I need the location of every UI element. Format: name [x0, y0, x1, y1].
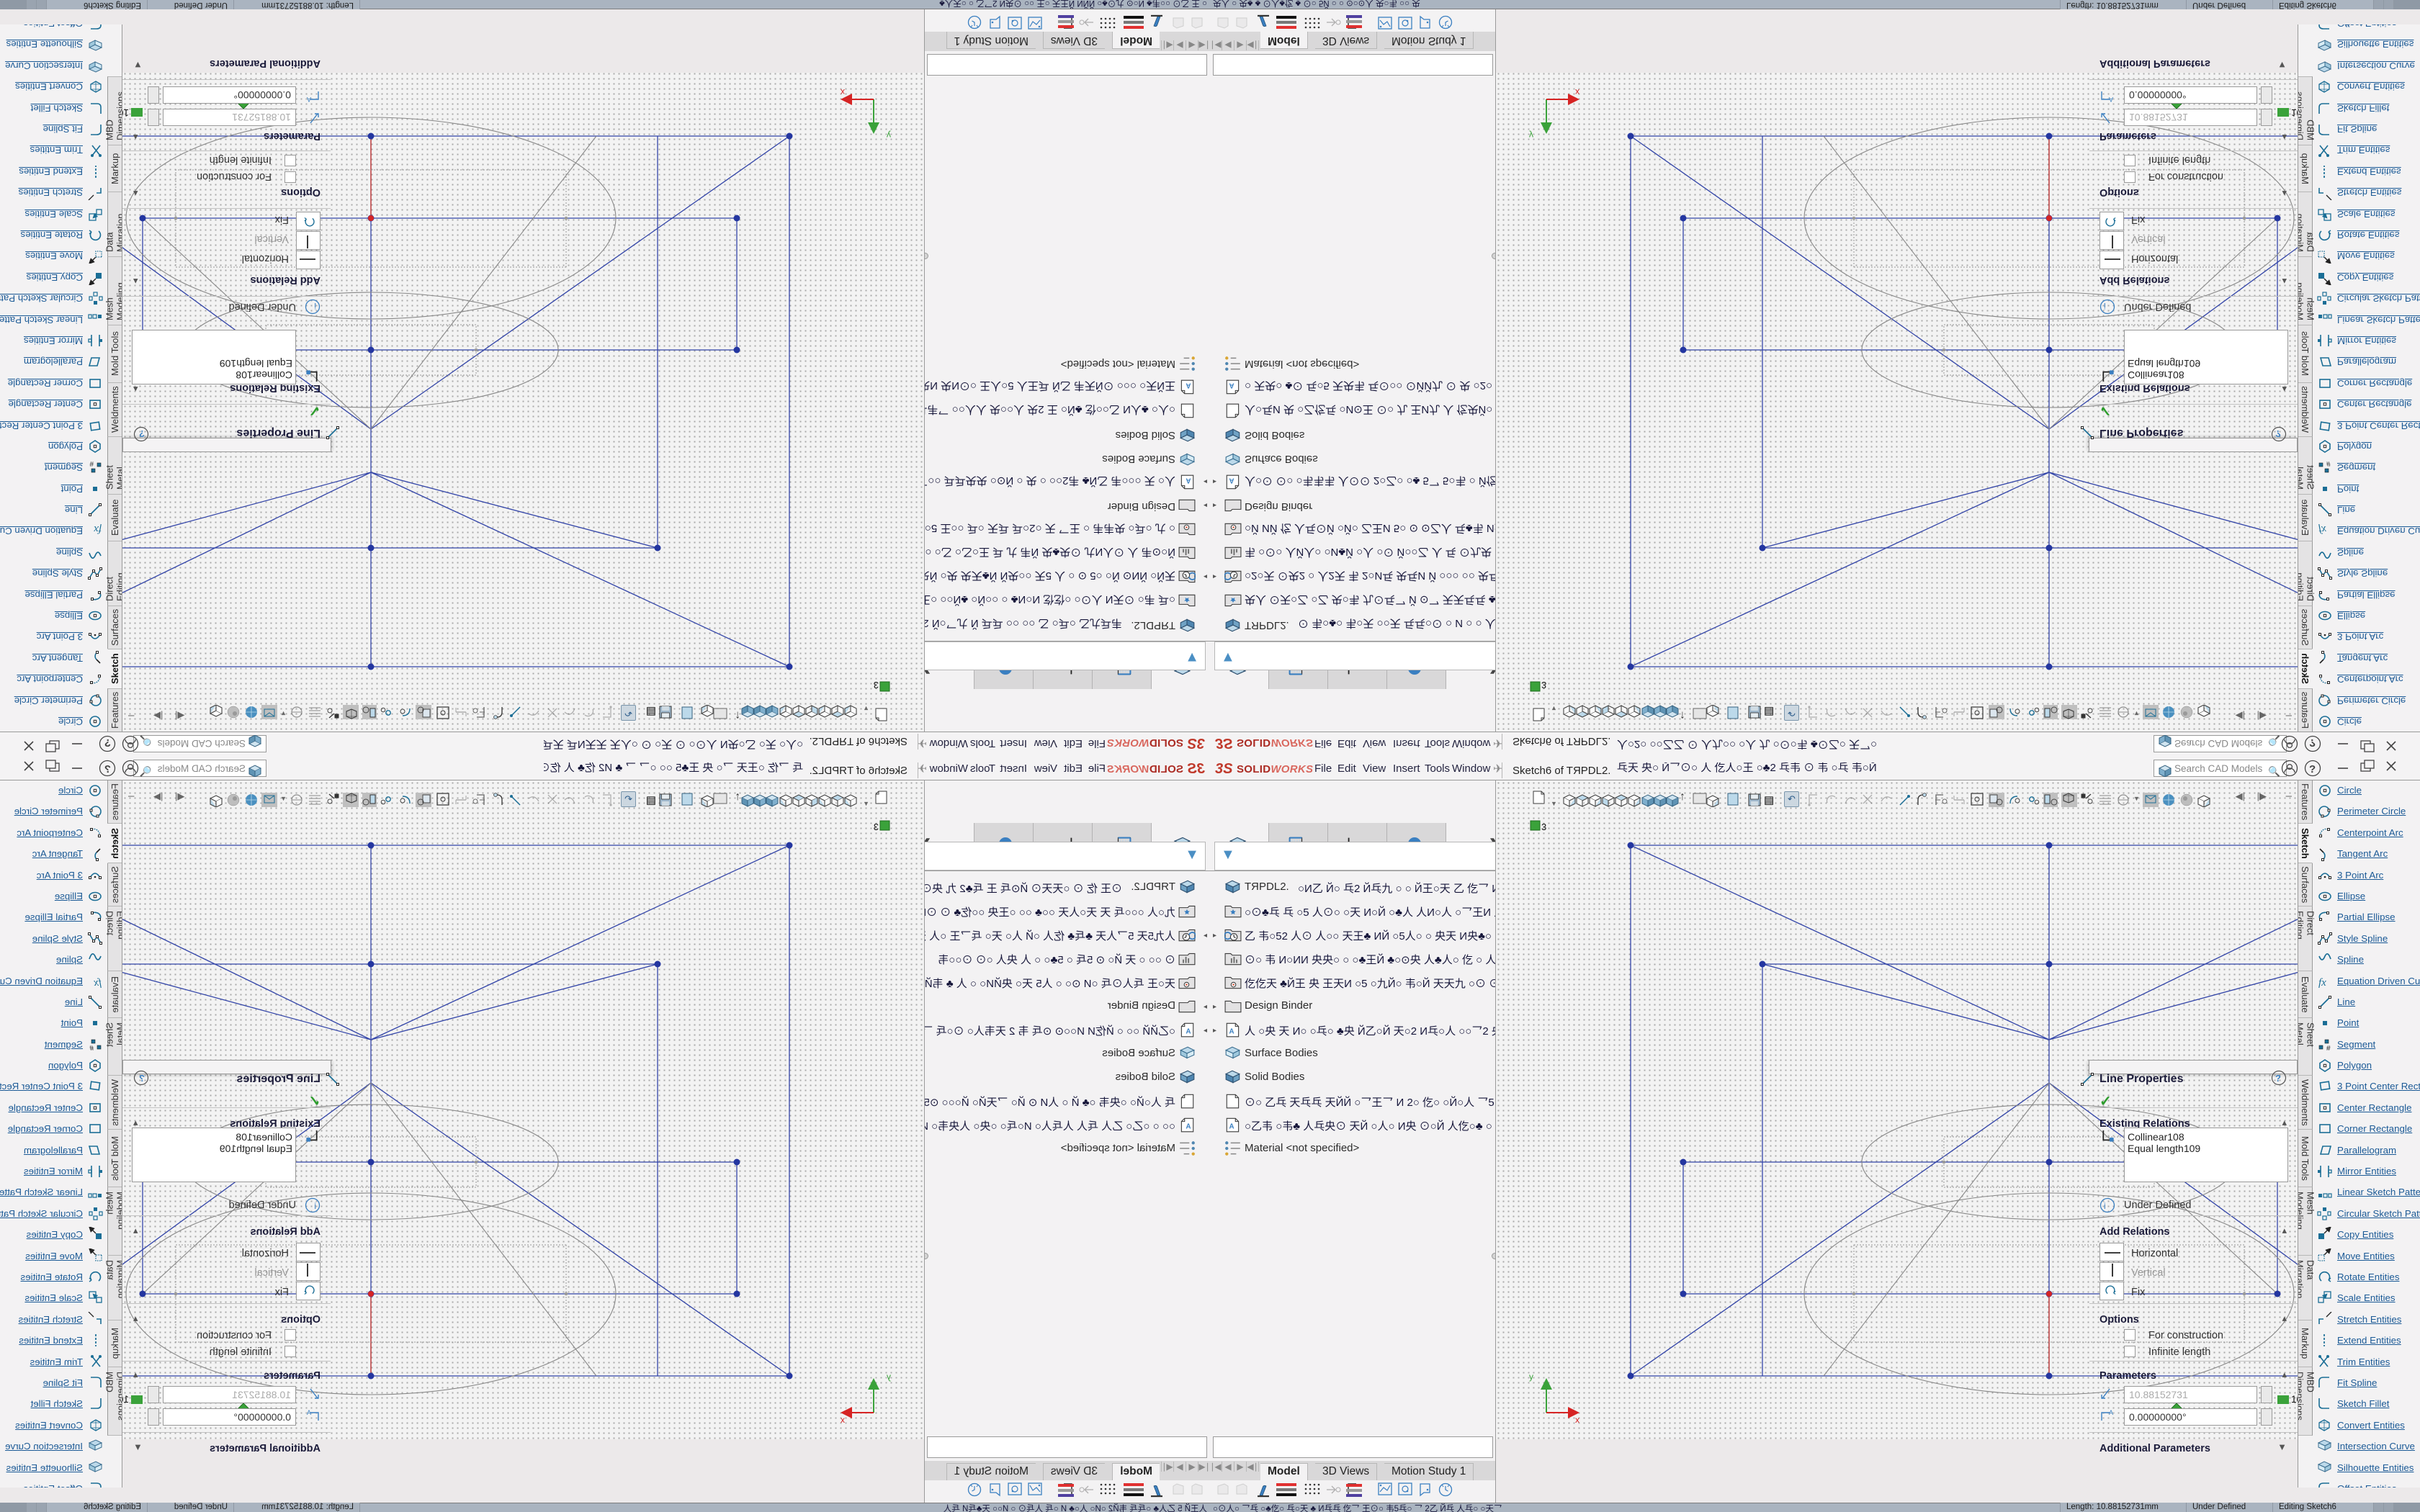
- svg-text:?: ?: [2309, 737, 2316, 749]
- svg-text:?: ?: [104, 737, 111, 749]
- svg-text:?: ?: [2275, 1073, 2281, 1084]
- svg-text:3S: 3S: [1215, 735, 1233, 751]
- svg-text:3S: 3S: [1215, 761, 1233, 777]
- svg-text:y: y: [887, 130, 891, 140]
- svg-text:A: A: [2109, 96, 2113, 103]
- svg-text:A: A: [307, 1409, 311, 1416]
- svg-text:x: x: [841, 87, 845, 97]
- svg-text:SOLIDWORKS: SOLIDWORKS: [1107, 763, 1183, 775]
- svg-text:?: ?: [104, 763, 111, 775]
- svg-text:x: x: [1575, 87, 1579, 97]
- svg-text:?: ?: [2275, 428, 2281, 439]
- svg-text:3S: 3S: [1187, 735, 1205, 751]
- svg-text:SOLIDWORKS: SOLIDWORKS: [1107, 737, 1183, 749]
- svg-text:?: ?: [2309, 763, 2316, 775]
- svg-text:3: 3: [1541, 822, 1546, 832]
- svg-text:3: 3: [874, 822, 879, 832]
- svg-text:i: i: [314, 1201, 316, 1211]
- svg-text:y: y: [887, 1372, 891, 1382]
- svg-text:?: ?: [139, 1073, 145, 1084]
- svg-text:3: 3: [874, 680, 879, 690]
- svg-text:A: A: [2109, 1409, 2113, 1416]
- svg-text:3: 3: [1541, 680, 1546, 690]
- svg-text:y: y: [1529, 1372, 1533, 1382]
- svg-text:x: x: [841, 1415, 845, 1425]
- svg-text:SOLIDWORKS: SOLIDWORKS: [1237, 737, 1313, 749]
- svg-text:y: y: [1529, 130, 1533, 140]
- svg-text:i: i: [2104, 1201, 2106, 1211]
- svg-text:i: i: [314, 301, 316, 311]
- svg-text:SOLIDWORKS: SOLIDWORKS: [1237, 763, 1313, 775]
- svg-text:i: i: [2104, 301, 2106, 311]
- svg-text:x: x: [1575, 1415, 1579, 1425]
- svg-text:3S: 3S: [1187, 761, 1205, 777]
- svg-text:A: A: [307, 96, 311, 103]
- svg-text:?: ?: [139, 428, 145, 439]
